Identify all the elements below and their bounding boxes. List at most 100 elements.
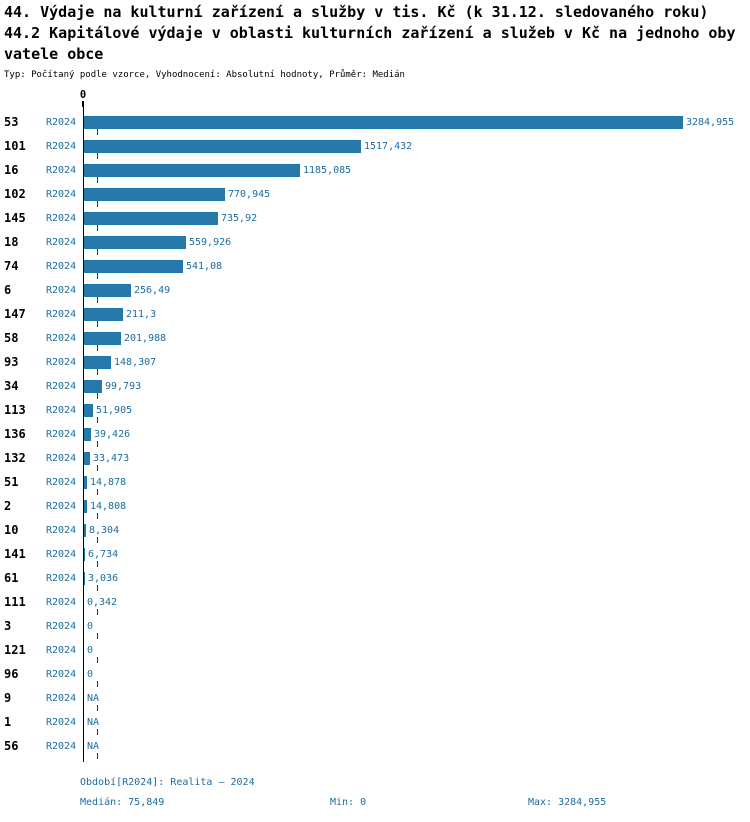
chart-row: 121 R2024 0: [0, 639, 750, 663]
row-category-label: 16: [4, 163, 19, 177]
row-series-label: R2024: [46, 309, 77, 320]
row-category-label: 121: [4, 643, 26, 657]
row-series-label: R2024: [46, 141, 77, 152]
chart-row: 10 R2024 8,304: [0, 519, 750, 543]
row-series-label: R2024: [46, 597, 77, 608]
chart-row: 53 R2024 3284,955: [0, 111, 750, 135]
chart-row: 74 R2024 541,08: [0, 255, 750, 279]
chart-subtitle: Typ: Počítaný podle vzorce, Vyhodnocení:…: [4, 70, 405, 80]
row-category-label: 51: [4, 475, 19, 489]
value-bar: [84, 284, 131, 297]
median-tick: [97, 681, 98, 687]
value-label: 256,49: [134, 285, 171, 296]
row-category-label: 56: [4, 739, 19, 753]
row-series-label: R2024: [46, 621, 77, 632]
value-bar: [84, 116, 683, 129]
value-bar: [84, 188, 225, 201]
row-series-label: R2024: [46, 501, 77, 512]
value-bar: [84, 380, 102, 393]
chart-row: 102 R2024 770,945: [0, 183, 750, 207]
row-category-label: 6: [4, 283, 12, 297]
value-label: 33,473: [93, 453, 130, 464]
value-label: 3284,955: [686, 117, 735, 128]
value-label: 99,793: [105, 381, 142, 392]
value-bar: [84, 404, 93, 417]
chart-row: 132 R2024 33,473: [0, 447, 750, 471]
value-label: 148,307: [114, 357, 157, 368]
value-label: 14,878: [90, 477, 127, 488]
footer-period: Období[R2024]: Realita – 2024: [80, 777, 255, 788]
row-series-label: R2024: [46, 333, 77, 344]
median-tick: [97, 153, 98, 159]
value-bar: [84, 140, 361, 153]
median-tick: [97, 345, 98, 351]
value-label: 201,988: [124, 333, 167, 344]
value-bar: [84, 332, 121, 345]
row-series-label: R2024: [46, 573, 77, 584]
chart-row: 111 R2024 0,342: [0, 591, 750, 615]
row-category-label: 1: [4, 715, 12, 729]
row-category-label: 18: [4, 235, 19, 249]
value-label: 0,342: [87, 597, 118, 608]
row-series-label: R2024: [46, 213, 77, 224]
median-tick: [97, 489, 98, 495]
median-tick: [97, 537, 98, 543]
median-tick: [97, 729, 98, 735]
row-series-label: R2024: [46, 285, 77, 296]
row-category-label: 101: [4, 139, 26, 153]
value-label: 211,3: [126, 309, 157, 320]
value-label: 1185,085: [303, 165, 352, 176]
median-tick: [97, 465, 98, 471]
footer-median: Medián: 75,849: [80, 797, 165, 808]
chart-row: 101 R2024 1517,432: [0, 135, 750, 159]
median-tick: [97, 585, 98, 591]
row-series-label: R2024: [46, 549, 77, 560]
axis-zero-label: 0: [79, 89, 87, 101]
value-label: 51,905: [96, 405, 133, 416]
chart-title-line2: 44.2 Kapitálové výdaje v oblasti kulturn…: [4, 24, 736, 42]
row-category-label: 132: [4, 451, 26, 465]
row-category-label: 10: [4, 523, 19, 537]
row-category-label: 74: [4, 259, 19, 273]
row-series-label: R2024: [46, 165, 77, 176]
value-bar: [84, 428, 91, 441]
median-tick: [97, 297, 98, 303]
median-tick: [97, 273, 98, 279]
value-label: 14,808: [90, 501, 127, 512]
value-label: 735,92: [221, 213, 258, 224]
median-tick: [97, 633, 98, 639]
footer-max: Max: 3284,955: [528, 797, 607, 808]
row-series-label: R2024: [46, 717, 77, 728]
row-series-label: R2024: [46, 645, 77, 656]
value-label: 770,945: [228, 189, 271, 200]
chart-row: 61 R2024 3,036: [0, 567, 750, 591]
row-category-label: 102: [4, 187, 26, 201]
median-tick: [97, 393, 98, 399]
median-tick: [97, 417, 98, 423]
value-label: NA: [87, 693, 100, 704]
value-label: 8,304: [89, 525, 120, 536]
row-series-label: R2024: [46, 357, 77, 368]
median-tick: [97, 177, 98, 183]
median-tick: [97, 705, 98, 711]
chart-row: 96 R2024 0: [0, 663, 750, 687]
value-label: 0: [87, 621, 94, 632]
value-bar: [84, 236, 186, 249]
row-category-label: 147: [4, 307, 26, 321]
row-series-label: R2024: [46, 429, 77, 440]
chart-row: 93 R2024 148,307: [0, 351, 750, 375]
row-series-label: R2024: [46, 693, 77, 704]
chart-row: 141 R2024 6,734: [0, 543, 750, 567]
row-category-label: 136: [4, 427, 26, 441]
chart-row: 9 R2024 NA: [0, 687, 750, 711]
row-category-label: 111: [4, 595, 26, 609]
value-label: 39,426: [94, 429, 131, 440]
row-category-label: 9: [4, 691, 12, 705]
value-bar: [84, 548, 85, 561]
row-series-label: R2024: [46, 117, 77, 128]
chart-row: 1 R2024 NA: [0, 711, 750, 735]
chart-row: 6 R2024 256,49: [0, 279, 750, 303]
row-series-label: R2024: [46, 525, 77, 536]
value-label: 541,08: [186, 261, 223, 272]
footer-min: Min: 0: [330, 797, 367, 808]
